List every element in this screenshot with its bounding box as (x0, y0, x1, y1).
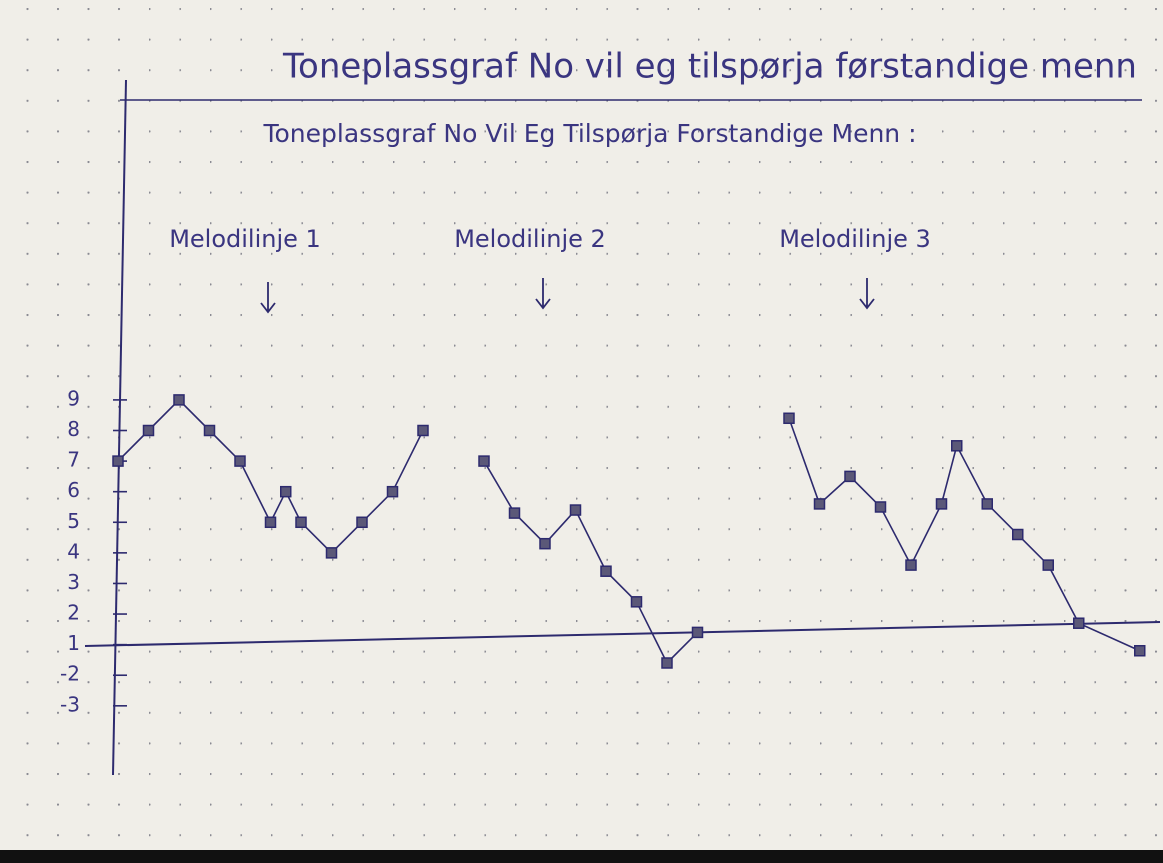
note-marker (144, 426, 154, 436)
note-marker (952, 441, 962, 451)
table-edge (0, 850, 1163, 863)
chart-title: Toneplassgraf No Vil Eg Tilspørja Forsta… (262, 119, 916, 148)
chart: Toneplassgraf No vil eg tilspørja førsta… (0, 0, 1163, 863)
note-marker (174, 395, 184, 405)
note-marker (357, 517, 367, 527)
y-tick-label: 4 (67, 539, 80, 563)
y-tick-label: 1 (67, 631, 80, 655)
note-marker (327, 548, 337, 558)
note-marker (1135, 646, 1145, 656)
y-tick-label: 3 (67, 570, 80, 594)
note-marker (418, 426, 428, 436)
y-tick-label: 6 (67, 478, 80, 502)
note-marker (479, 456, 489, 466)
note-marker (571, 505, 581, 515)
note-marker (540, 539, 550, 549)
note-marker (937, 499, 947, 509)
y-tick-label: -3 (60, 692, 80, 716)
note-marker (1013, 530, 1023, 540)
note-marker (662, 658, 672, 668)
note-marker (906, 560, 916, 570)
note-marker (876, 502, 886, 512)
note-marker (845, 471, 855, 481)
series-label: Melodilinje 3 (779, 225, 931, 253)
header: Toneplassgraf No vil eg tilspørja førsta… (282, 47, 1137, 87)
note-marker (1074, 618, 1084, 628)
note-marker (982, 499, 992, 509)
y-tick-label: 8 (67, 417, 80, 441)
note-marker (601, 566, 611, 576)
y-tick-label: 9 (67, 386, 80, 410)
note-marker (281, 487, 291, 497)
y-tick-label: -2 (60, 662, 80, 686)
note-marker (296, 517, 306, 527)
note-marker (1043, 560, 1053, 570)
note-marker (205, 426, 215, 436)
note-marker (113, 456, 123, 466)
page: Toneplassgraf No vil eg tilspørja førsta… (0, 0, 1163, 863)
y-tick-label: 5 (67, 509, 80, 533)
note-marker (510, 508, 520, 518)
series-label: Melodilinje 2 (454, 225, 606, 253)
note-marker (632, 597, 642, 607)
note-marker (815, 499, 825, 509)
note-marker (235, 456, 245, 466)
note-marker (266, 517, 276, 527)
note-marker (388, 487, 398, 497)
series-label: Melodilinje 1 (169, 225, 321, 253)
y-tick-label: 2 (67, 601, 80, 625)
y-tick-label: 7 (67, 448, 80, 472)
note-marker (784, 413, 794, 423)
note-marker (693, 627, 703, 637)
